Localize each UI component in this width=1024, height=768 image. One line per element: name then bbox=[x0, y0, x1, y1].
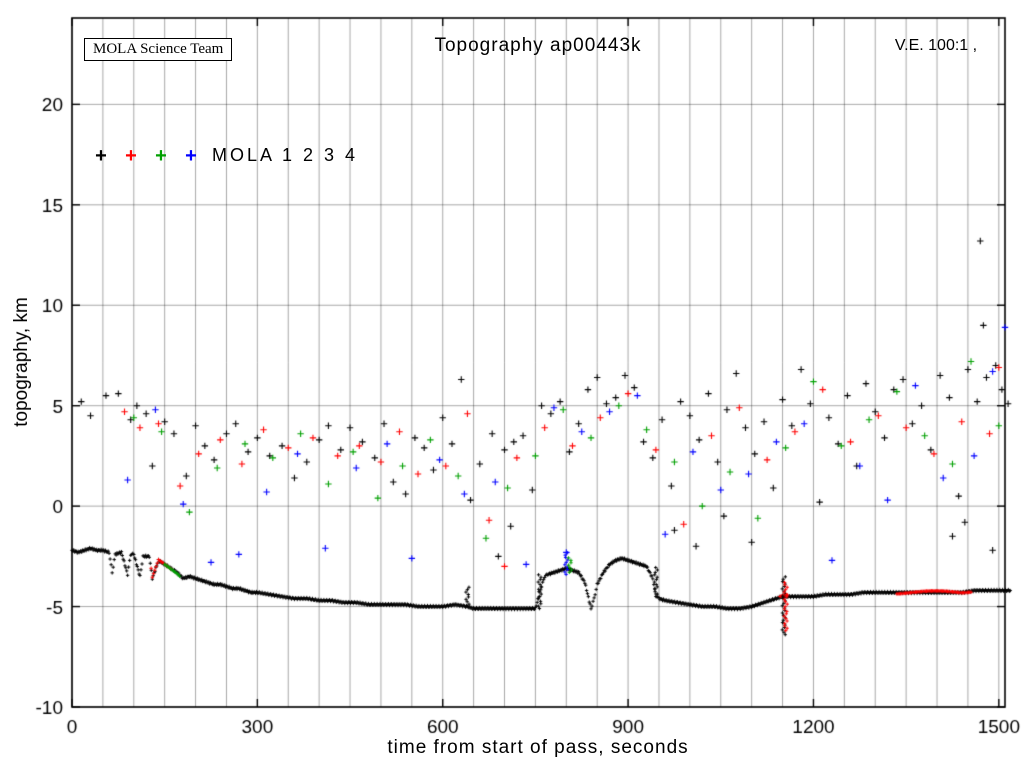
x-axis-title: time from start of pass, seconds bbox=[387, 737, 689, 758]
legend-marker-mola2-icon: + bbox=[125, 144, 137, 167]
science-team-badge: MOLA Science Team bbox=[84, 38, 233, 61]
legend-marker-mola3-icon: + bbox=[155, 144, 167, 167]
chart-title: Topography ap00443k bbox=[434, 35, 642, 56]
legend-marker-mola4-icon: + bbox=[185, 144, 197, 167]
y-axis-title: topography, km bbox=[11, 297, 32, 427]
legend-label: MOLA 1 2 3 4 bbox=[212, 145, 359, 165]
vertical-exaggeration-label: V.E. 100:1 , bbox=[894, 37, 978, 54]
legend-marker-mola1-icon: + bbox=[95, 144, 107, 167]
legend: + + + + MOLA 1 2 3 4 bbox=[86, 145, 358, 166]
